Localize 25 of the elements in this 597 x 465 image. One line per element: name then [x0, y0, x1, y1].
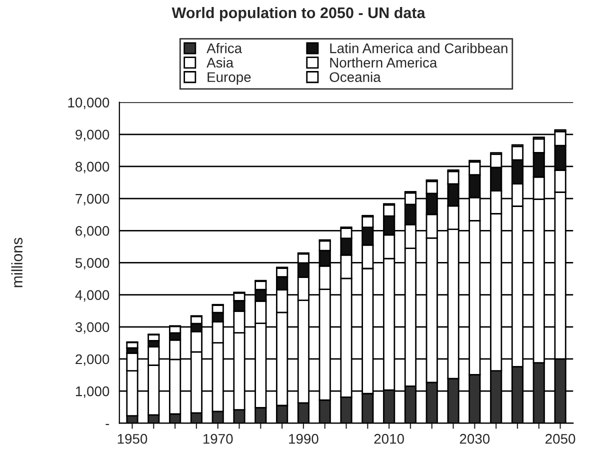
- x-tick-label: 2050: [546, 434, 576, 444]
- x-tick-label: 1950: [118, 434, 148, 444]
- x-tick-label: 1990: [289, 434, 318, 444]
- y-tick-label: 10,000: [68, 98, 110, 110]
- y-tick-label: 3,000: [75, 322, 110, 334]
- y-tick-label: 8,000: [76, 162, 110, 174]
- legend-label: Latin America and Caribbean: [330, 43, 508, 54]
- y-tick-label: 2,000: [76, 354, 110, 366]
- x-tick-label: 2010: [374, 434, 404, 444]
- y-tick-label: -: [106, 424, 110, 426]
- legend-label: Oceania: [330, 72, 381, 82]
- y-tick-label: 1,000: [76, 386, 110, 398]
- legend-label: Northern America: [330, 57, 438, 68]
- x-tick-label: 2030: [460, 434, 490, 444]
- legend-label: Africa: [206, 43, 242, 54]
- chart-title: World population to 2050 - UN data: [172, 6, 426, 22]
- y-tick-label: 6,000: [76, 226, 110, 238]
- y-tick-label: 5,000: [75, 258, 110, 270]
- y-tick-label: 4,000: [75, 290, 110, 302]
- legend-label: Europe: [208, 72, 251, 85]
- legend-label: Asia: [206, 57, 234, 68]
- y-tick-label: 7,000: [76, 194, 110, 206]
- x-tick-label: 1970: [203, 434, 233, 444]
- y-axis-title: millions: [11, 238, 23, 288]
- y-tick-label: 9,000: [76, 130, 110, 142]
